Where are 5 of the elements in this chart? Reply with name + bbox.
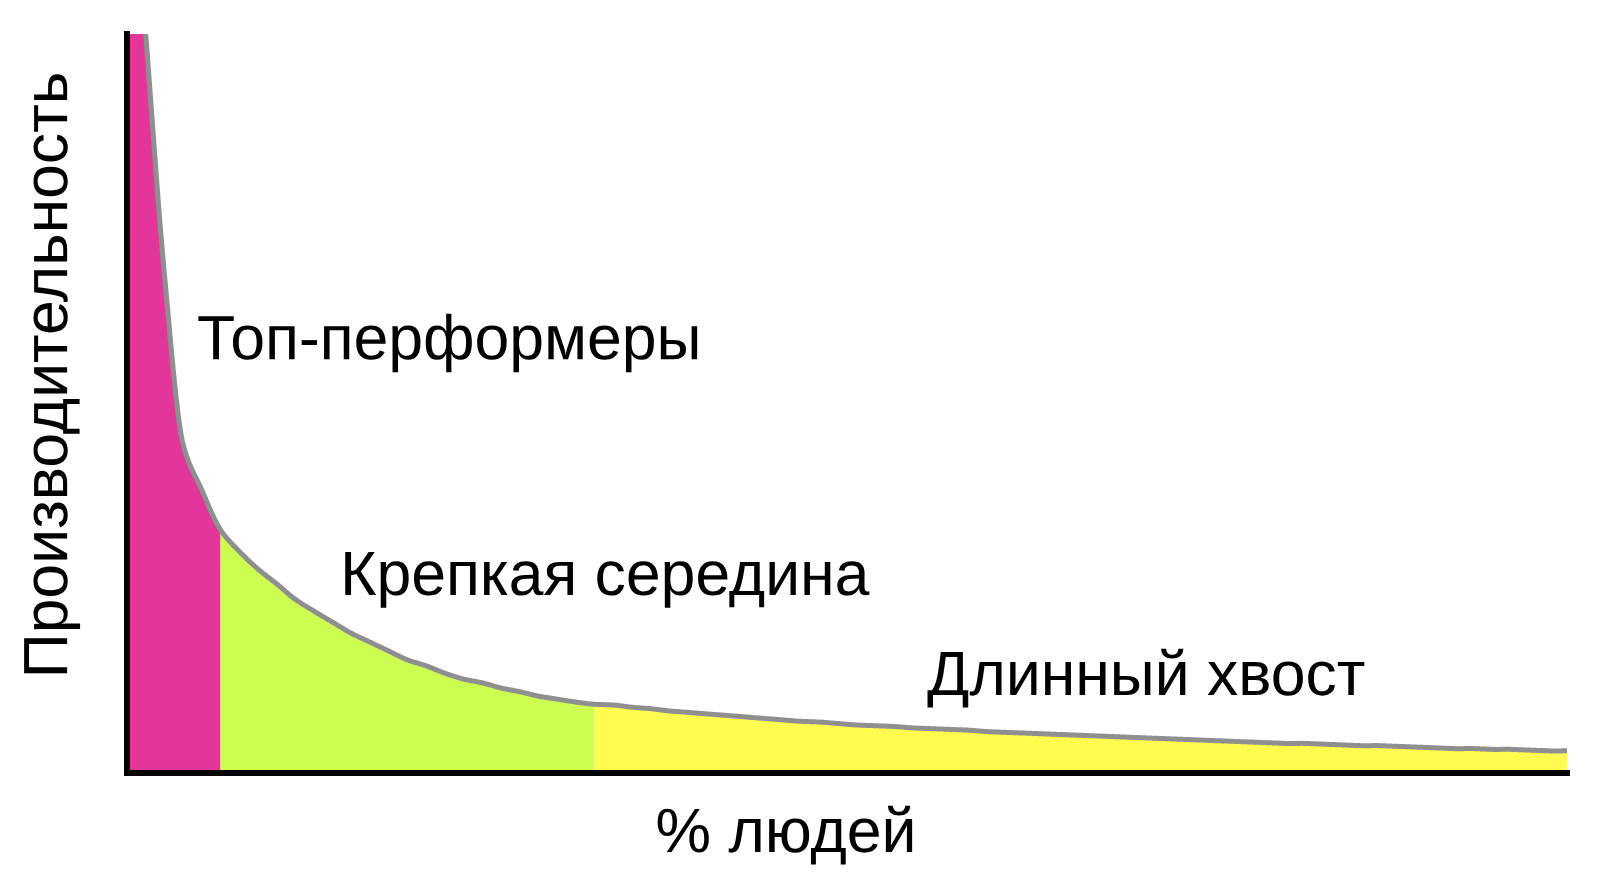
- x-axis-title: % людей: [657, 805, 913, 865]
- series-label: Длинный хвост: [927, 648, 1365, 708]
- series-label: Крепкая середина: [345, 551, 870, 608]
- series-label: Топ-перформеры: [198, 313, 698, 373]
- y-axis-title: Производительность: [24, 74, 81, 674]
